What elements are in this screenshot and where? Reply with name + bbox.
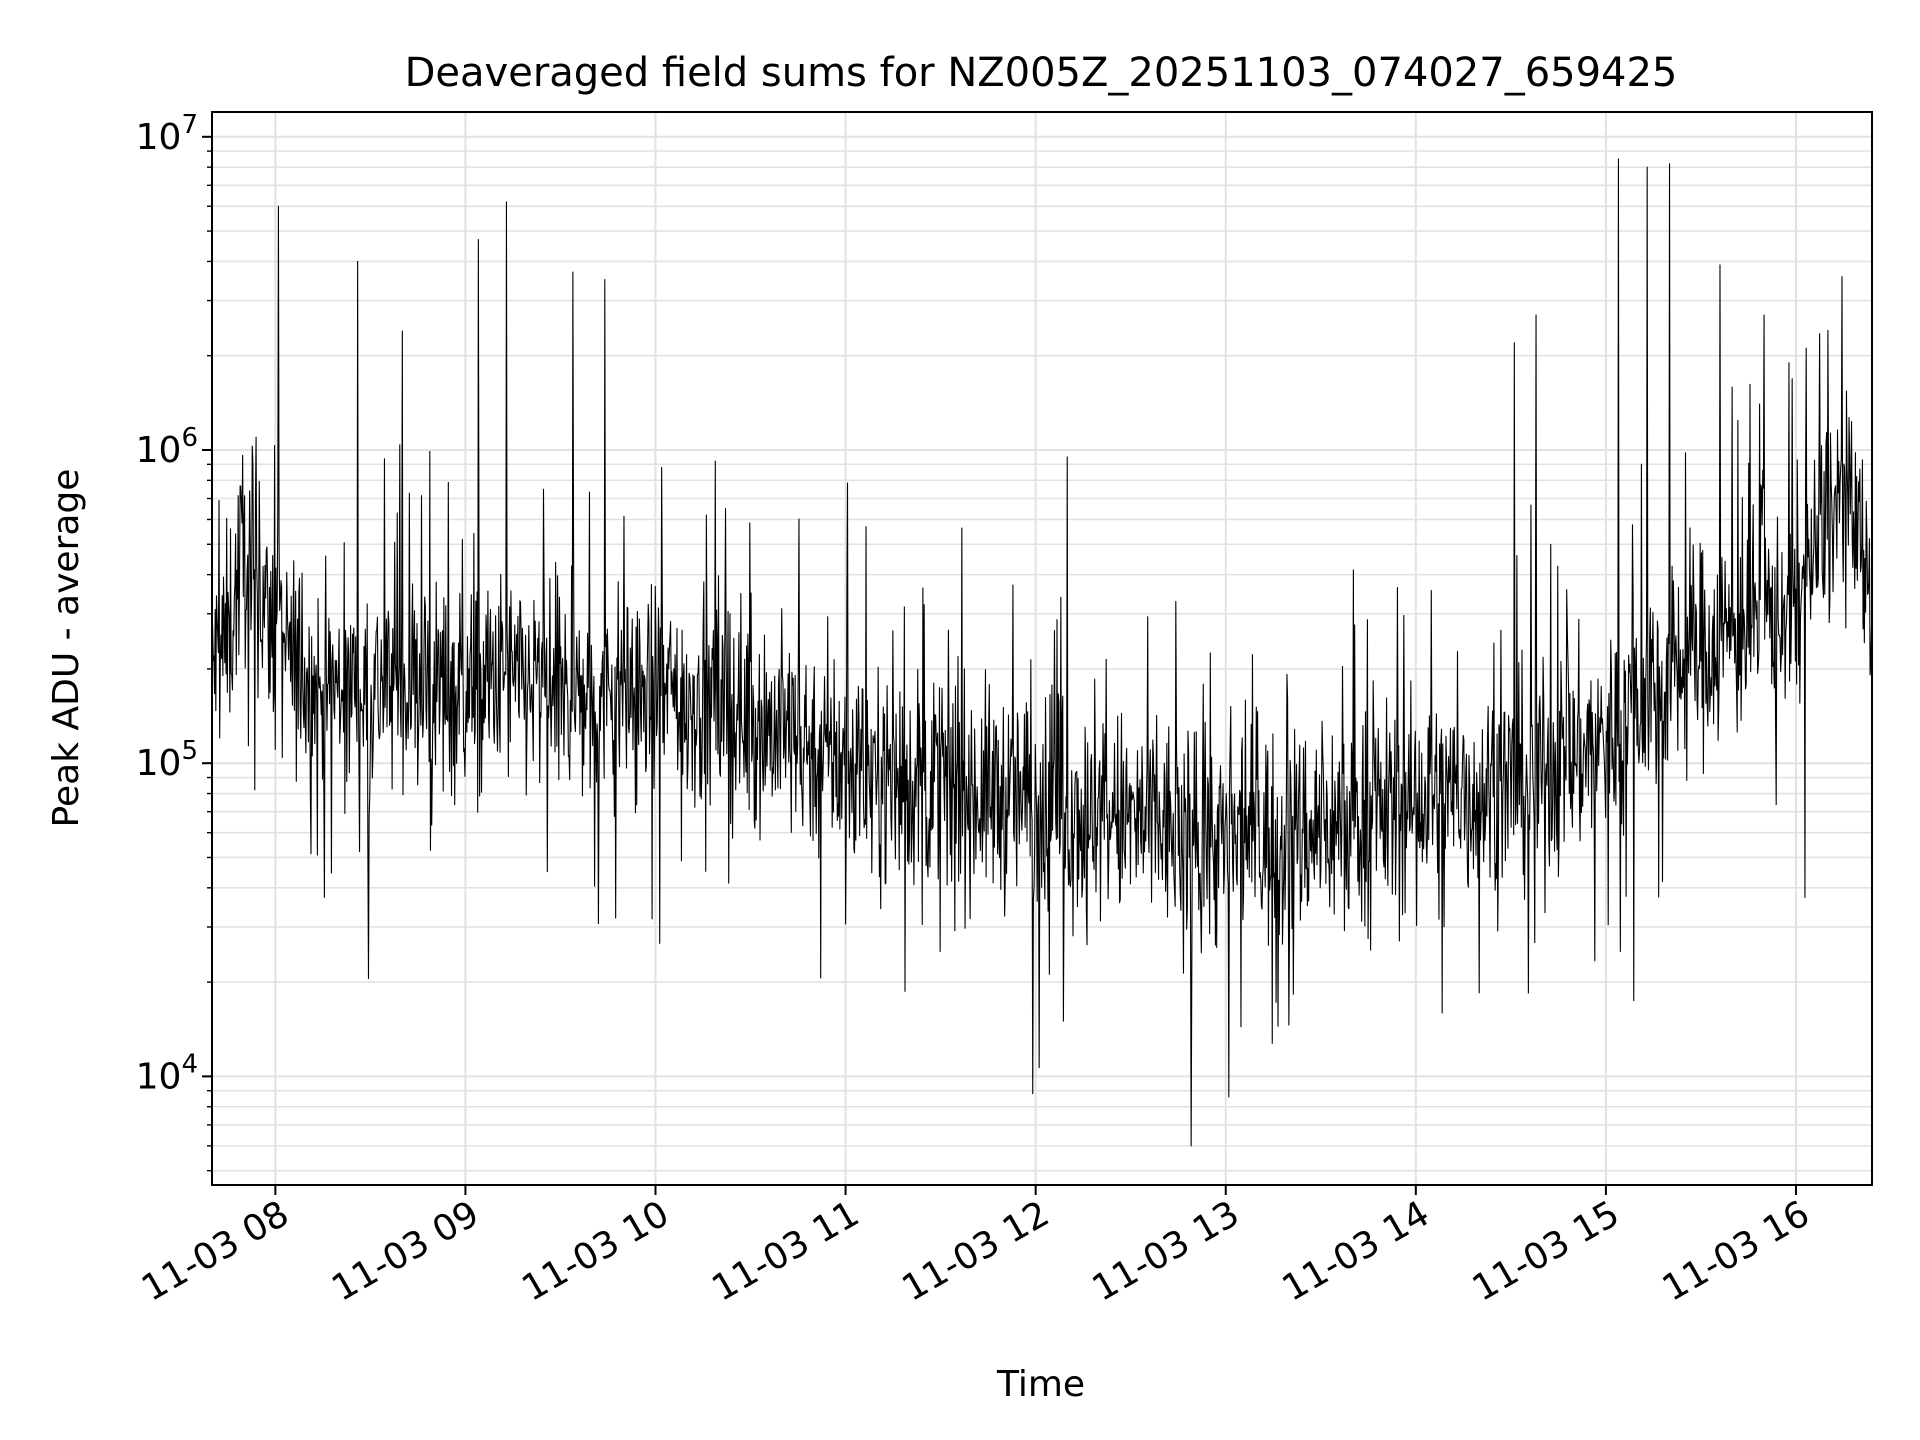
- y-axis-label: Peak ADU - average: [46, 469, 87, 828]
- y-tick-label: 105: [136, 736, 198, 784]
- data-line: [211, 158, 1873, 1147]
- plot-frame: [211, 111, 1873, 1186]
- chart-title: Deaveraged field sums for NZ005Z_2025110…: [405, 50, 1678, 96]
- y-tick-label: 104: [136, 1049, 198, 1097]
- y-tick-label: 106: [136, 423, 198, 471]
- series-line: [211, 158, 1873, 1147]
- x-axis-label: Time: [996, 1364, 1085, 1405]
- y-tick-label: 107: [136, 110, 198, 158]
- y-axis: 104 105 106 107: [136, 110, 212, 1172]
